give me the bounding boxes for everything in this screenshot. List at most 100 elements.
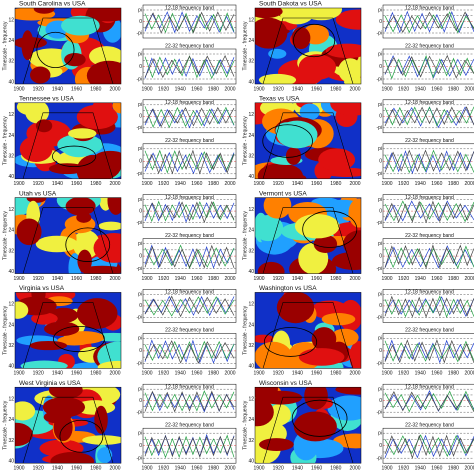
blob [73,230,100,259]
phase-line [384,339,474,364]
blob [293,411,337,442]
year-tick: 2000 [464,276,474,282]
scale-tick: 24 [8,133,14,139]
phase-tick: 0 [139,303,142,309]
year-tick: 1920 [33,86,44,92]
blob [276,292,315,324]
year-tick: 1920 [398,181,409,187]
phase-line [384,339,474,364]
blob [15,197,35,217]
year-tick: 1940 [175,371,186,377]
panel-title: Washington vs USA [259,285,317,292]
year-tick: 1940 [415,276,426,282]
scale-tick: 12 [8,397,14,403]
phase-line [144,390,235,413]
cone [22,207,114,274]
phase-tick: pi [138,431,142,437]
phase-line [384,106,474,127]
year-tick: 2000 [224,466,235,472]
year-tick: 2000 [109,181,120,187]
phase-tick: pi [378,146,382,152]
year-tick: 1980 [208,371,219,377]
year-tick: 1940 [415,466,426,472]
year-tick: 1900 [141,181,152,187]
scale-tick: 32 [248,343,254,349]
phase-line [384,11,474,34]
panel-title: Tennessee vs USA [19,96,75,103]
heatmap-frame [14,7,122,85]
phase-tick: pi [378,51,382,57]
heatmap [15,8,121,84]
contour [262,124,313,158]
blob [20,360,68,369]
panel-title: Virginia vs USA [19,285,65,292]
phase-tick: -pi [136,410,142,416]
phase-tick: -pi [136,315,142,321]
scale-tick: 32 [8,343,14,349]
band-label: 12-18 frequency band [405,5,454,11]
phase-line [384,244,474,269]
year-tick: 2000 [349,466,360,472]
year-tick: 1900 [381,276,392,282]
year-tick: 1980 [208,86,219,92]
scale-tick: 24 [8,417,14,423]
year-tick: 1940 [292,276,303,282]
blob [299,103,320,121]
heatmap [15,197,121,274]
year-tick: 1960 [71,371,82,377]
scale-tick: 40 [8,364,14,370]
year-tick: 1960 [311,466,322,472]
scale-tick: 32 [248,59,254,65]
year-tick: 1920 [158,86,169,92]
cone [262,112,354,179]
heatmap-frame [254,102,362,180]
blob [35,119,53,133]
cone [262,207,354,274]
blob [338,58,361,83]
year-tick: 1940 [415,86,426,92]
phase-tick: 0 [379,443,382,449]
year-tick: 1900 [141,371,152,377]
year-tick: 1900 [381,86,392,92]
year-tick: 1980 [448,466,459,472]
phase-tick: 0 [379,253,382,259]
heatmap-frame [14,102,122,180]
phase-tick: 0 [379,159,382,165]
phase-tick: 0 [139,19,142,25]
phase-tick: 0 [379,303,382,309]
phase-tick: 0 [379,208,382,214]
year-tick: 1920 [273,86,284,92]
phase-line [144,106,235,129]
phase-tick: 0 [139,348,142,354]
scale-tick: 32 [248,438,254,444]
phase-tick: -pi [136,76,142,82]
year-tick: 1980 [90,181,101,187]
blob [65,197,96,216]
blob [255,334,274,343]
y-axis-label: Timescale - frequency [242,400,248,449]
blob [255,341,293,369]
phase-line [384,106,474,127]
blob [50,452,95,464]
band-label: 22-32 frequency band [405,233,454,239]
year-tick: 1980 [208,276,219,282]
year-tick: 1920 [398,371,409,377]
year-tick: 1960 [191,371,202,377]
year-tick: 1980 [208,181,219,187]
blob [90,8,121,16]
phase-line [144,108,235,129]
year-tick: 2000 [224,371,235,377]
heatmap [255,292,361,369]
year-tick: 2000 [464,371,474,377]
phase-tick: pi [138,292,142,298]
scale-tick: 32 [8,248,14,254]
year-tick: 1900 [253,181,264,187]
blob [294,213,340,239]
phase-line [384,200,474,223]
year-tick: 1940 [292,371,303,377]
phase-tick: -pi [136,361,142,367]
scale-tick: 40 [8,174,14,180]
year-tick: 1960 [431,181,442,187]
cone [262,302,354,369]
year-tick: 1920 [398,466,409,472]
